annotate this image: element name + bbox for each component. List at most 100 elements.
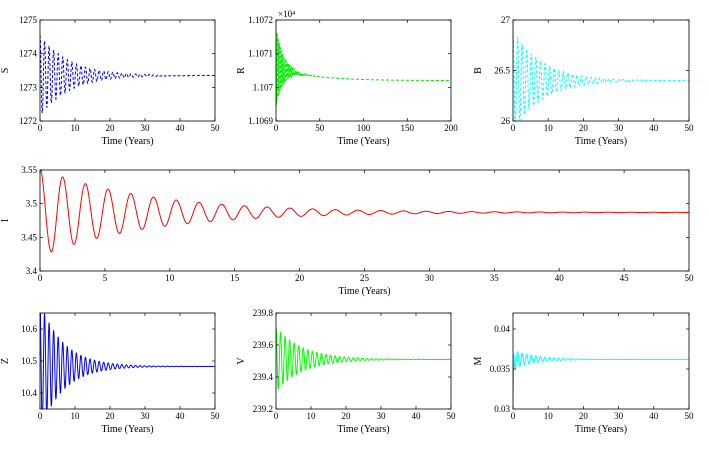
axes-frame-V: [275, 312, 452, 410]
x-tick-label-I: 25: [360, 273, 370, 283]
y-axis-label-V: V: [236, 357, 247, 365]
x-axis-label-S: Time (Years): [101, 136, 153, 147]
x-tick-label-Z: 20: [106, 411, 116, 421]
y-axis-label-R: R: [236, 67, 247, 74]
y-tick-label-S: 1275: [19, 15, 38, 25]
y-tick-label-B: 27: [501, 15, 511, 25]
x-tick-label-R: 200: [444, 123, 458, 133]
y-tick-label-M: 0.03: [494, 404, 510, 414]
x-tick-label-I: 0: [38, 273, 43, 283]
x-tick-label-B: 50: [685, 123, 695, 133]
y-tick-label-V: 239.8: [253, 308, 274, 318]
x-axis-label-I: Time (Years): [338, 286, 390, 297]
series-line-V-0: [276, 327, 451, 390]
x-axis-label-Z: Time (Years): [101, 424, 153, 435]
x-tick-label-S: 20: [106, 123, 116, 133]
y-tick-label-M: 0.035: [490, 364, 511, 374]
y-tick-label-Z: 10.4: [21, 388, 37, 398]
chart-B: 0 10 20 30 40 50 26 26.5 27 Time (Years) B: [473, 15, 694, 147]
x-tick-label-B: 10: [544, 123, 554, 133]
series-line-I-0: [40, 170, 689, 253]
x-tick-label-Z: 10: [71, 411, 81, 421]
axes-frame-B: [512, 19, 690, 122]
x-tick-label-V: 30: [377, 411, 387, 421]
x-tick-label-Z: 50: [211, 411, 221, 421]
x-tick-label-M: 10: [544, 411, 554, 421]
y-tick-label-B: 26: [501, 116, 511, 126]
y-axis-label-M: M: [473, 356, 484, 365]
x-axis-label-M: Time (Years): [575, 424, 627, 435]
x-tick-label-I: 30: [425, 273, 435, 283]
x-tick-label-I: 45: [620, 273, 630, 283]
x-tick-label-R: 100: [357, 123, 371, 133]
y-tick-label-V: 239.6: [253, 340, 274, 350]
x-tick-label-S: 40: [176, 123, 186, 133]
x-axis-label-B: Time (Years): [575, 136, 627, 147]
series-line-B-0: [513, 30, 689, 121]
axes-frame-R: [275, 19, 452, 122]
x-tick-label-Z: 30: [141, 411, 151, 421]
y-tick-label-R: 1.1072: [248, 15, 273, 25]
series-line-M-0: [513, 351, 689, 402]
x-tick-label-R: 0: [274, 123, 279, 133]
x-tick-label-M: 20: [579, 411, 589, 421]
x-tick-label-M: 30: [614, 411, 624, 421]
y-tick-label-V: 239.2: [253, 404, 273, 414]
x-tick-label-S: 50: [211, 123, 221, 133]
y-tick-label-R: 1.1069: [248, 116, 273, 126]
x-tick-label-B: 20: [579, 123, 589, 133]
x-tick-label-I: 10: [165, 273, 175, 283]
y-axis-label-I: I: [0, 219, 11, 222]
x-tick-label-B: 40: [649, 123, 659, 133]
axes-frame-M: [512, 312, 690, 410]
y-tick-label-B: 26.5: [494, 66, 510, 76]
x-tick-label-S: 30: [141, 123, 151, 133]
y-tick-label-I: 3.4: [26, 266, 38, 276]
axes-frame-S: [39, 19, 216, 122]
chart-M: 0 10 20 30 40 50 0.03 0.035 0.04 Time (Years) M: [473, 312, 694, 435]
chart-I: 0 5 10 15 20 25 30 35 40 45 50 3.4 3.45 3.5 3.55 Time (…: [0, 165, 694, 297]
y-tick-label-I: 3.45: [21, 232, 37, 242]
x-axis-label-V: Time (Years): [337, 424, 389, 435]
x-tick-label-I: 50: [685, 273, 695, 283]
x-tick-label-M: 40: [649, 411, 659, 421]
x-tick-label-Z: 40: [176, 411, 186, 421]
x-tick-label-V: 20: [342, 411, 352, 421]
x-tick-label-R: 50: [315, 123, 325, 133]
y-tick-label-S: 1272: [19, 116, 37, 126]
y-exponent-R: ×10⁴: [278, 9, 295, 19]
y-axis-label-B: B: [473, 67, 484, 74]
y-tick-label-R: 1.107: [253, 82, 274, 92]
x-axis-label-R: Time (Years): [337, 136, 389, 147]
x-tick-label-I: 15: [230, 273, 240, 283]
y-tick-label-Z: 10.6: [21, 324, 37, 334]
y-tick-label-S: 1273: [19, 82, 38, 92]
x-tick-label-I: 35: [490, 273, 500, 283]
x-tick-label-M: 0: [511, 411, 516, 421]
x-tick-label-I: 40: [555, 273, 565, 283]
chart-V: 0 10 20 30 40 50 239.2 239.4 239.6 239.8 Time (Yea…: [236, 308, 456, 435]
y-tick-label-I: 3.5: [26, 199, 38, 209]
x-tick-label-B: 0: [511, 123, 516, 133]
x-tick-label-S: 0: [38, 123, 43, 133]
series-line-S-0: [40, 35, 215, 114]
x-tick-label-V: 0: [274, 411, 279, 421]
x-tick-label-Z: 0: [38, 411, 43, 421]
x-tick-label-I: 20: [295, 273, 305, 283]
x-tick-label-I: 5: [103, 273, 108, 283]
series-line-R-0: [276, 26, 451, 105]
x-tick-label-V: 40: [412, 411, 422, 421]
chart-R: 0 50 100 150 200 1.1069 1.107 1.1071 1.1072 ×10⁴ T…: [236, 9, 458, 147]
y-tick-label-Z: 10.5: [21, 356, 37, 366]
y-tick-label-I: 3.55: [21, 165, 37, 175]
x-tick-label-V: 10: [307, 411, 317, 421]
x-tick-label-V: 50: [447, 411, 457, 421]
series-line-Z-0: [40, 313, 215, 409]
chart-Z: 0 10 20 30 40 50 10.4 10.5 10.6 Time (Years) Z: [0, 312, 221, 435]
y-axis-label-Z: Z: [0, 358, 11, 364]
x-tick-label-S: 10: [71, 123, 81, 133]
y-tick-label-S: 1274: [19, 49, 38, 59]
chart-S: 0 10 20 30 40 50 1272 1273 1274 1275 Time (Years) S: [0, 15, 220, 147]
y-tick-label-V: 239.4: [253, 372, 274, 382]
